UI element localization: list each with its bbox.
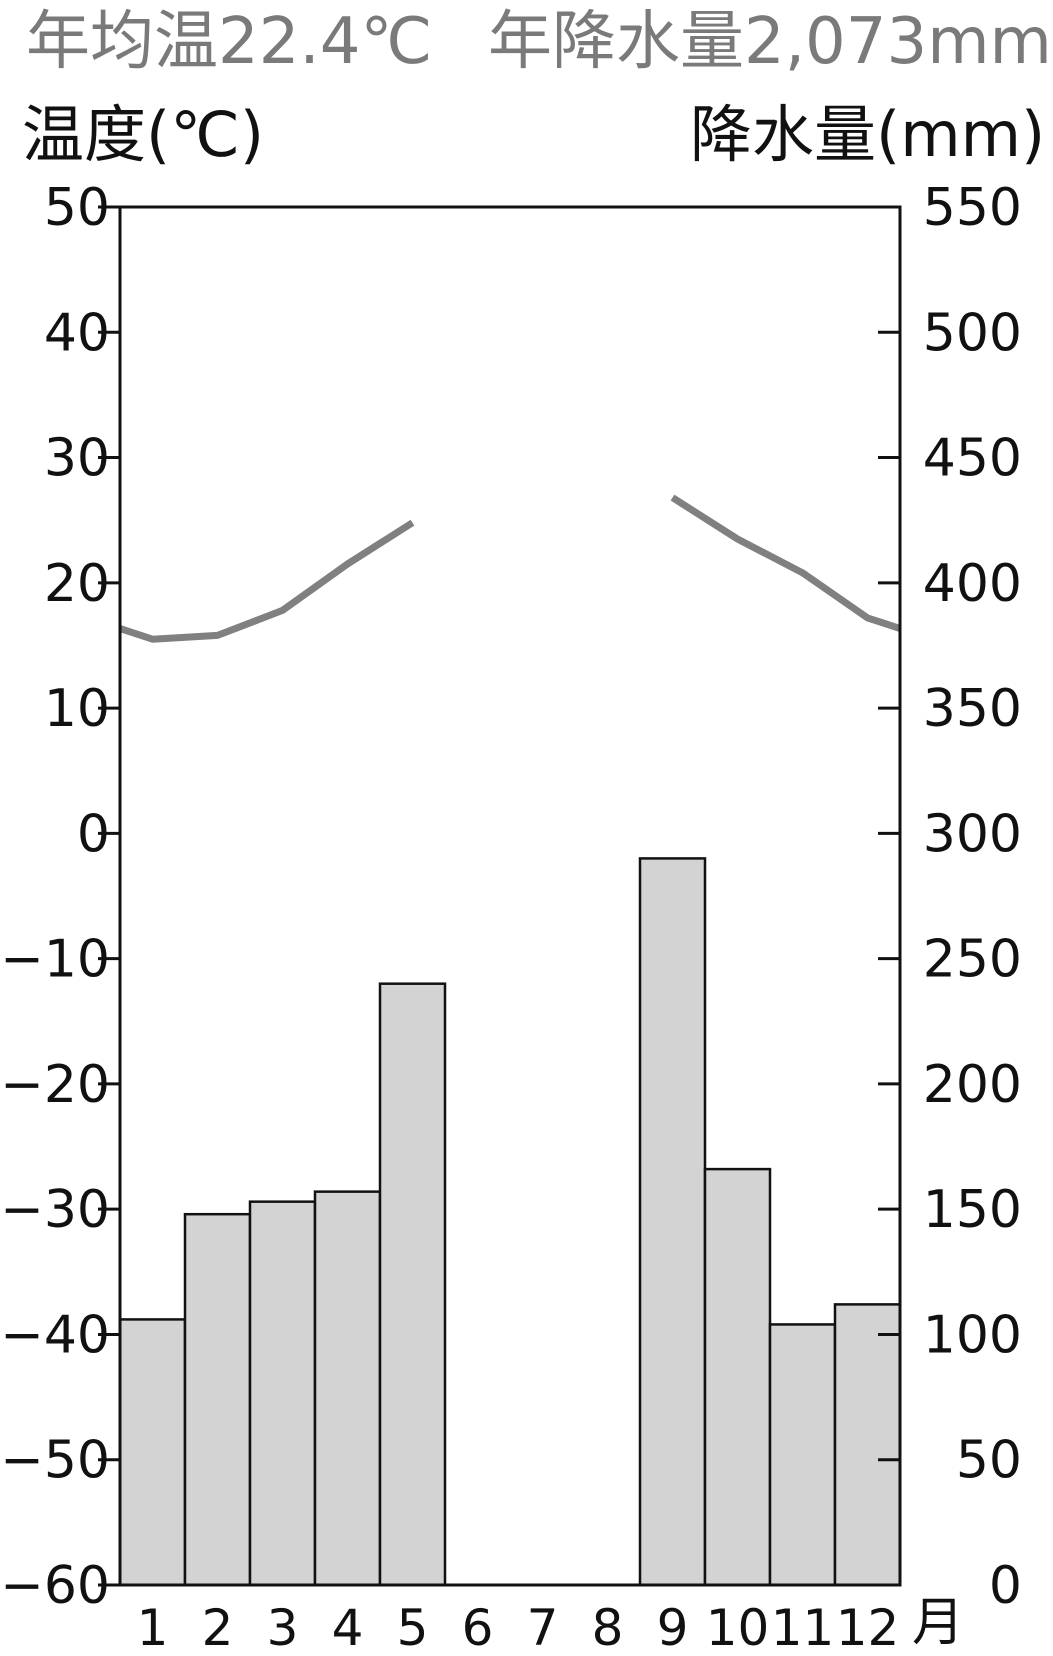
right-tick-label: 550 <box>923 178 1022 238</box>
precip-bar-10 <box>703 1167 772 1587</box>
x-axis: 1 2 3 4 5 6 7 8 9 10 11 12 <box>137 1599 900 1656</box>
left-tick-label: −50 <box>0 1431 110 1491</box>
month-label-10: 10 <box>706 1599 770 1656</box>
right-tick-label: 400 <box>923 554 1022 614</box>
month-label-4: 4 <box>332 1599 364 1656</box>
annual-precipitation: 年降水量2,073mm <box>488 5 1052 79</box>
right-tick-label: 350 <box>923 679 1022 739</box>
month-label-12: 12 <box>836 1599 900 1656</box>
month-label-5: 5 <box>397 1599 429 1656</box>
temperature-segment-1 <box>118 519 415 643</box>
left-tick-label: 10 <box>44 679 110 739</box>
left-tick-label: 50 <box>44 178 110 238</box>
month-label-7: 7 <box>527 1599 559 1656</box>
right-tick-label: 300 <box>923 804 1022 864</box>
precip-bar-4 <box>313 1190 382 1587</box>
precipitation-axis-label: 降水量(mm) <box>690 98 1046 171</box>
precip-bar-1 <box>118 1318 187 1587</box>
right-tick-label: 150 <box>923 1180 1022 1240</box>
precip-bar-5 <box>378 982 447 1587</box>
right-tick-label: 100 <box>923 1305 1022 1365</box>
right-tick-label: 200 <box>923 1055 1022 1115</box>
month-label-3: 3 <box>267 1599 299 1656</box>
right-tick-label: 50 <box>956 1431 1022 1491</box>
precipitation-bars <box>118 857 902 1587</box>
temperature-line <box>118 494 902 643</box>
month-label-2: 2 <box>202 1599 234 1656</box>
left-tick-label: 20 <box>44 554 110 614</box>
temperature-segment-2 <box>670 494 902 632</box>
right-tick-label: 250 <box>923 930 1022 990</box>
left-axis: 50 40 30 20 10 0 −10 −20 −30 −40 −50 −60 <box>0 178 120 1616</box>
left-tick-label: −60 <box>0 1556 110 1616</box>
left-tick-label: 30 <box>44 429 110 489</box>
left-tick-label: 0 <box>77 804 110 864</box>
left-tick-label: −20 <box>0 1055 110 1115</box>
month-label-8: 8 <box>592 1599 624 1656</box>
month-label-9: 9 <box>657 1599 689 1656</box>
plot-frame <box>118 205 902 1587</box>
precip-bar-12 <box>833 1303 902 1587</box>
left-tick-label: −40 <box>0 1305 110 1365</box>
month-label-11: 11 <box>771 1599 835 1656</box>
left-tick-label: −10 <box>0 930 110 990</box>
temperature-axis-label: 温度(℃) <box>22 98 265 171</box>
right-tick-label: 450 <box>923 429 1022 489</box>
month-label-1: 1 <box>137 1599 169 1656</box>
right-tick-label: 0 <box>989 1556 1022 1616</box>
x-axis-unit: 月 <box>912 1593 964 1653</box>
precip-bar-9 <box>638 857 707 1587</box>
month-label-6: 6 <box>462 1599 494 1656</box>
left-tick-label: 40 <box>44 303 110 363</box>
precip-bar-11 <box>768 1323 837 1587</box>
annual-mean-temperature: 年均温22.4℃ <box>26 5 433 79</box>
left-tick-label: −30 <box>0 1180 110 1240</box>
precip-bar-3 <box>248 1200 317 1587</box>
precip-bar-2 <box>183 1212 252 1587</box>
right-tick-label: 500 <box>923 303 1022 363</box>
